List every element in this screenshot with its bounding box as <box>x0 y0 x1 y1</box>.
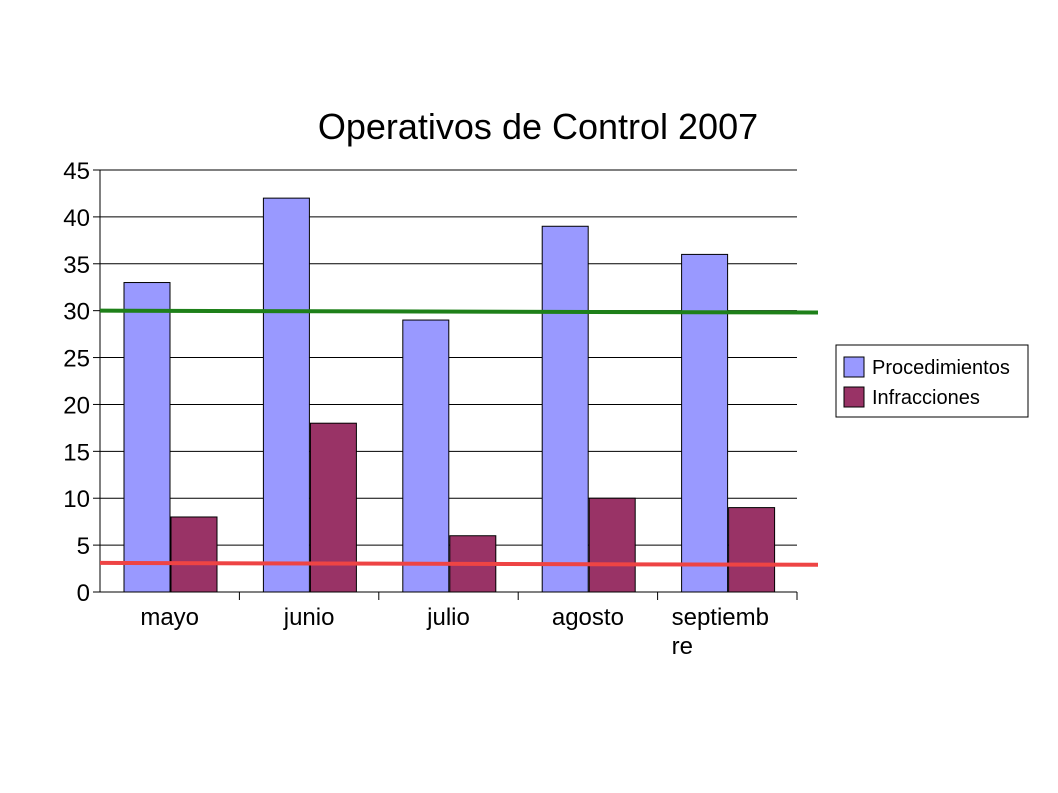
legend-label: Infracciones <box>872 387 980 409</box>
axes: 0 5 10 15 20 25 30 35 40 45 mayo junio julio agosto se… <box>63 158 798 660</box>
category-label: mayo <box>140 604 199 631</box>
y-tick-label: 30 <box>63 299 90 326</box>
y-tick-label: 25 <box>63 346 90 373</box>
bars <box>123 197 776 593</box>
bar-infracciones-junio <box>309 422 357 593</box>
bar-infracciones-agosto <box>588 497 636 593</box>
bar-procedimientos-junio <box>262 197 310 593</box>
category-label: junio <box>283 604 335 631</box>
reference-line-2 <box>99 560 819 567</box>
bar-procedimientos-septiembre <box>681 253 729 593</box>
y-tick-label: 40 <box>63 205 90 232</box>
y-tick-label: 35 <box>63 252 90 279</box>
legend-label: Procedimientos <box>872 357 1010 379</box>
y-tick-label: 20 <box>63 392 90 419</box>
reference-lines <box>99 308 819 567</box>
chart-title: Operativos de Control 2007 <box>318 106 758 147</box>
category-label-line: re <box>672 633 693 660</box>
category-label: julio <box>426 604 470 631</box>
category-label: septiemb re <box>672 604 769 660</box>
bar-infracciones-mayo <box>170 516 218 593</box>
y-tick-label: 5 <box>77 533 90 560</box>
y-tick-label: 15 <box>63 439 90 466</box>
category-label-line: septiemb <box>672 604 769 631</box>
category-label: agosto <box>552 604 624 631</box>
legend-box <box>835 344 1029 418</box>
bar-procedimientos-julio <box>402 319 450 593</box>
bar-procedimientos-agosto <box>541 225 589 593</box>
bar-infracciones-septiembre <box>728 507 776 593</box>
y-tick-label: 45 <box>63 158 90 185</box>
bar-procedimientos-mayo <box>123 282 171 593</box>
legend-swatch <box>843 356 865 378</box>
legend: Procedimientos Infracciones <box>835 344 1029 418</box>
y-tick-label: 0 <box>77 580 90 607</box>
reference-line-1 <box>99 308 819 315</box>
legend-swatch <box>843 386 865 408</box>
y-tick-label: 10 <box>63 486 90 513</box>
